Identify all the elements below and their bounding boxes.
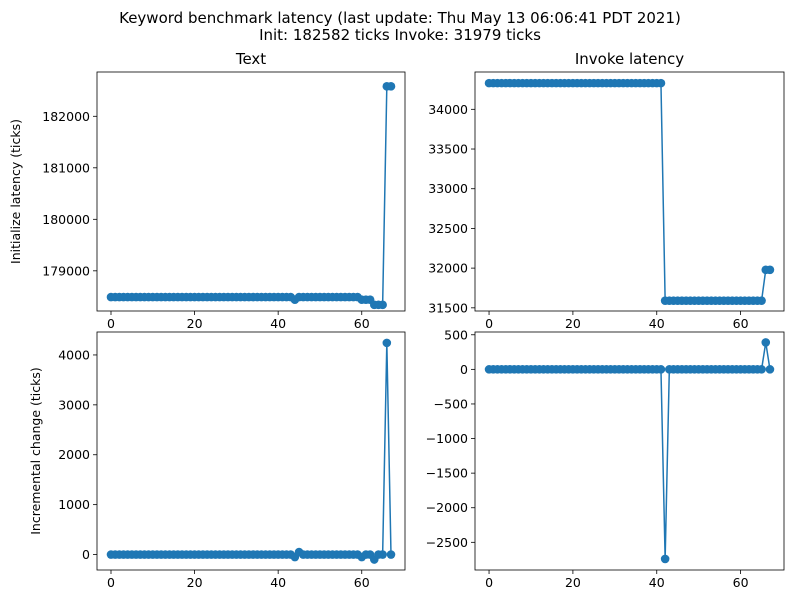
y-tick-label: 180000: [42, 212, 90, 227]
chart-4: 0 20 40 60 −2500 −2000 −1500 −1000 −500 0 500: [426, 327, 785, 590]
x-tick-label: 20: [565, 575, 581, 590]
x-tick-label: 60: [354, 316, 370, 331]
data-point: [761, 338, 771, 347]
series-line: [111, 342, 392, 561]
data-point: [382, 338, 392, 348]
x-tick-label: 0: [485, 316, 493, 331]
y-tick-label: 33500: [428, 142, 468, 157]
y-tick-label: 33000: [428, 181, 468, 196]
data-point: [378, 550, 387, 559]
y-axis-label: Incremental change (ticks): [28, 367, 43, 535]
y-tick-label: 182000: [42, 109, 90, 124]
data-point: [656, 78, 666, 88]
y-tick-label: 4000: [58, 347, 90, 362]
chart-title: Invoke latency: [575, 50, 684, 68]
chart-1: 0 20 40 60 179000 180000 181000 182000 Text Initi…: [8, 50, 406, 331]
y-tick-label: 2000: [58, 447, 90, 462]
plot-frame: [474, 331, 785, 571]
x-tick-label: 60: [354, 575, 370, 590]
x-tick-label: 0: [107, 575, 115, 590]
x-tick-label: 40: [649, 575, 665, 590]
figure-subtitle: Init: 182582 ticks Invoke: 31979 ticks: [259, 26, 541, 44]
data-point: [765, 365, 775, 374]
y-tick-label: 181000: [42, 160, 90, 175]
x-tick-label: 20: [187, 316, 203, 331]
y-tick-label: −2000: [426, 500, 468, 515]
plot-frame: [474, 71, 785, 312]
y-tick-label: −1500: [426, 466, 468, 481]
y-axis-label: Initialize latency (ticks): [8, 119, 23, 264]
y-tick-label: 0: [82, 547, 90, 562]
y-tick-label: 500: [444, 327, 468, 342]
y-tick-label: 0: [460, 362, 468, 377]
y-tick-label: 3000: [58, 397, 90, 412]
chart-title: Text: [235, 50, 266, 68]
x-tick-label: 0: [107, 316, 115, 331]
x-tick-label: 20: [187, 575, 203, 590]
y-tick-label: −2500: [426, 535, 468, 550]
x-tick-label: 0: [485, 575, 493, 590]
y-tick-label: −500: [434, 396, 468, 411]
data-point: [757, 296, 766, 305]
x-tick-label: 40: [270, 316, 286, 331]
data-point: [656, 365, 666, 374]
y-tick-label: 179000: [42, 263, 90, 278]
y-tick-label: 31500: [428, 300, 468, 315]
series-line: [489, 342, 771, 559]
plot-frame: [96, 71, 406, 312]
x-tick-label: 60: [733, 575, 749, 590]
x-tick-label: 20: [565, 316, 581, 331]
y-tick-label: 32000: [428, 261, 468, 276]
data-point: [378, 300, 387, 310]
x-tick-label: 40: [649, 316, 665, 331]
chart-2: 0 20 40 60 31500 32000 32500 33000 33500 34000 Inv…: [428, 50, 785, 331]
y-tick-label: 32500: [428, 221, 468, 236]
x-tick-label: 60: [733, 316, 749, 331]
data-point: [660, 554, 670, 564]
plot-frame: [96, 331, 406, 571]
data-point: [765, 265, 775, 275]
y-tick-label: −1000: [426, 431, 468, 446]
data-point: [386, 550, 396, 559]
y-tick-label: 1000: [58, 497, 90, 512]
x-tick-label: 40: [270, 575, 286, 590]
chart-3: 0 20 40 60 0 1000 2000 3000 4000 Incremental chan…: [28, 331, 406, 590]
figure-title: Keyword benchmark latency (last update: …: [119, 9, 681, 27]
series-line: [489, 82, 770, 302]
y-tick-label: 34000: [428, 102, 468, 117]
data-point: [757, 365, 766, 374]
series-line: [111, 85, 391, 306]
data-point: [386, 82, 396, 91]
